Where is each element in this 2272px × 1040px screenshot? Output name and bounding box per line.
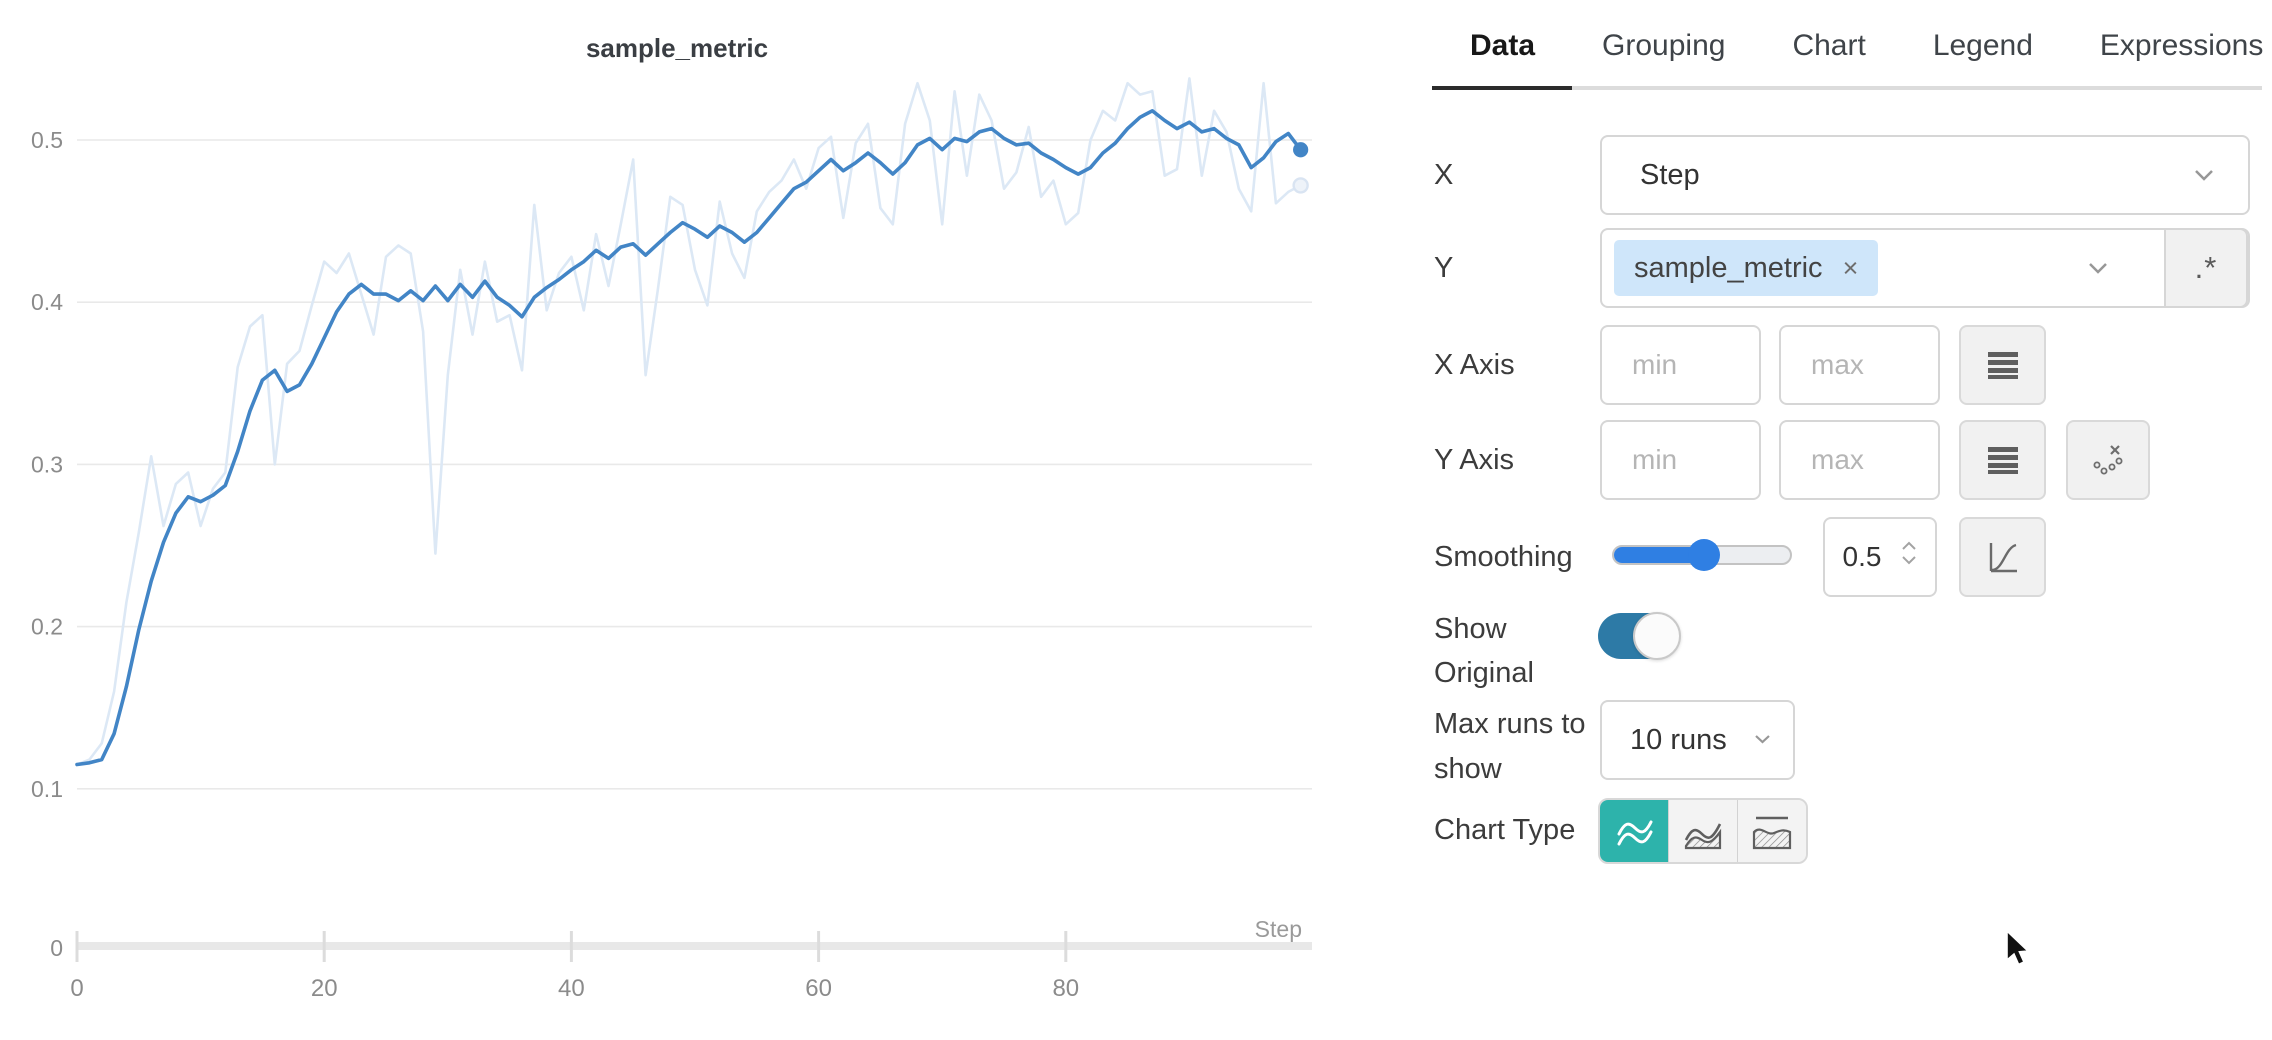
chart-panel: sample_metric 0.5 0.4 0.3 0.2 0.1 0 0 20 40 60 80 …: [0, 0, 1360, 1040]
tab-chart[interactable]: Chart: [1792, 29, 1866, 62]
x-axis-label: X Axis: [1434, 349, 1515, 381]
x-tick-label: 80: [1052, 975, 1079, 1002]
smoothing-slider[interactable]: [1612, 539, 1792, 571]
x-select[interactable]: Step: [1600, 135, 2250, 215]
ignore-outliers-icon: [2093, 445, 2123, 475]
y-tick-label: 0.1: [31, 776, 63, 802]
x-axis-title: Step: [1255, 916, 1302, 942]
smoothing-type-icon: [1989, 543, 2017, 573]
y-multiselect[interactable]: sample_metric × .*: [1600, 228, 2250, 308]
smoothing-slider-thumb[interactable]: [1688, 539, 1720, 571]
toggle-knob: [1633, 612, 1681, 660]
show-original-label: Show Original: [1434, 613, 1534, 689]
y-tick-label: 0.2: [31, 614, 63, 640]
y-axis-log-scale-button[interactable]: [1959, 420, 2046, 500]
smoothing-label: Smoothing: [1434, 541, 1573, 573]
chevron-up-icon: [1902, 541, 1916, 550]
x-tick-label: 20: [311, 975, 338, 1002]
tab-underline: [1432, 86, 2262, 90]
x-tick-label: 60: [805, 975, 832, 1002]
x-axis-log-scale-button[interactable]: [1959, 325, 2046, 405]
show-original-toggle[interactable]: [1598, 612, 1681, 660]
smoothed-endpoint-dot: [1293, 142, 1309, 158]
x-field-label: X: [1434, 159, 1454, 191]
percentile-plot-icon: [1752, 816, 1792, 850]
x-axis-max-input[interactable]: [1781, 327, 1938, 403]
ignore-outliers-button[interactable]: [2066, 420, 2150, 500]
x-select-value: Step: [1640, 158, 1700, 191]
tab-grouping[interactable]: Grouping: [1602, 29, 1726, 62]
log-scale-icon: [1987, 447, 2018, 474]
smoothing-type-button[interactable]: [1959, 517, 2046, 597]
area-plot-icon: [1684, 823, 1722, 850]
remove-metric-icon[interactable]: ×: [1842, 252, 1859, 283]
max-runs-label: Max runs to show: [1434, 708, 1586, 785]
chart-type-percentile-button[interactable]: [1738, 800, 1806, 862]
tab-expressions[interactable]: Expressions: [2099, 29, 2264, 62]
x-axis-line: [77, 942, 1312, 950]
y-tick-label: 0.5: [31, 127, 63, 153]
chevron-down-icon: [2089, 263, 2107, 274]
y-axis-label: Y Axis: [1434, 444, 1515, 476]
max-runs-select[interactable]: 10 runs: [1600, 700, 1795, 780]
x-tick-label: 0: [70, 975, 83, 1002]
chart-type-area-button[interactable]: [1669, 800, 1738, 862]
y-tick-label: 0.3: [31, 451, 63, 477]
chart-settings-panel: Data Grouping Chart Legend Expressions X…: [1432, 0, 2272, 1040]
y-axis-min-input[interactable]: [1602, 422, 1759, 498]
smoothed-line: [75, 109, 1303, 767]
regex-toggle-button[interactable]: .*: [2164, 228, 2248, 308]
y-metric-tag: sample_metric ×: [1614, 240, 1879, 296]
chart-type-group: [1598, 798, 1808, 864]
chevron-down-icon: [2195, 170, 2213, 181]
tab-bar: Data Grouping Chart Legend Expressions: [1432, 24, 2263, 68]
max-runs-value: 10 runs: [1630, 723, 1727, 756]
smoothing-slider-fill: [1614, 547, 1704, 563]
tab-data[interactable]: Data: [1470, 29, 1536, 62]
chart-type-line-button[interactable]: [1600, 800, 1669, 862]
y-metric-tag-label: sample_metric: [1634, 251, 1823, 284]
y-tick-label: 0: [50, 935, 63, 961]
y-tick-label: 0.4: [31, 289, 63, 315]
y-axis-max-input[interactable]: [1781, 422, 1938, 498]
chart-title: sample_metric: [586, 33, 768, 63]
smoothing-stepper[interactable]: [1901, 541, 1917, 565]
chart-type-label: Chart Type: [1434, 814, 1576, 846]
smoothing-value-input[interactable]: [1825, 519, 1901, 595]
log-scale-icon: [1987, 352, 2018, 379]
chevron-down-icon: [1902, 556, 1916, 565]
y-field-label: Y: [1434, 252, 1454, 284]
x-tick-label: 40: [558, 975, 585, 1002]
x-axis-min-input[interactable]: [1602, 327, 1759, 403]
line-plot-icon: [1617, 820, 1653, 846]
tab-legend[interactable]: Legend: [1932, 29, 2033, 62]
tab-underline-active: [1432, 86, 1572, 90]
chevron-down-icon: [1755, 735, 1770, 744]
smoothing-value-box: [1823, 517, 1937, 597]
plot-canvas[interactable]: sample_metric 0.50.40.30.20.100 20 40 60 80 …: [0, 0, 1360, 1040]
mouse-cursor: [2006, 930, 2030, 966]
original-endpoint-dot: [1292, 177, 1309, 194]
original-line: [75, 77, 1302, 766]
